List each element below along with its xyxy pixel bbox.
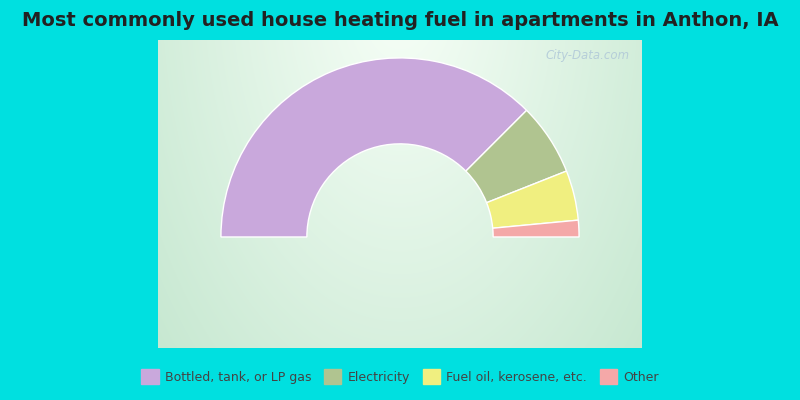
Wedge shape: [493, 220, 579, 237]
Wedge shape: [221, 58, 526, 237]
Legend: Bottled, tank, or LP gas, Electricity, Fuel oil, kerosene, etc., Other: Bottled, tank, or LP gas, Electricity, F…: [136, 364, 664, 389]
Text: City-Data.com: City-Data.com: [545, 49, 630, 62]
Wedge shape: [466, 110, 566, 203]
Wedge shape: [486, 171, 578, 228]
Text: Most commonly used house heating fuel in apartments in Anthon, IA: Most commonly used house heating fuel in…: [22, 10, 778, 30]
